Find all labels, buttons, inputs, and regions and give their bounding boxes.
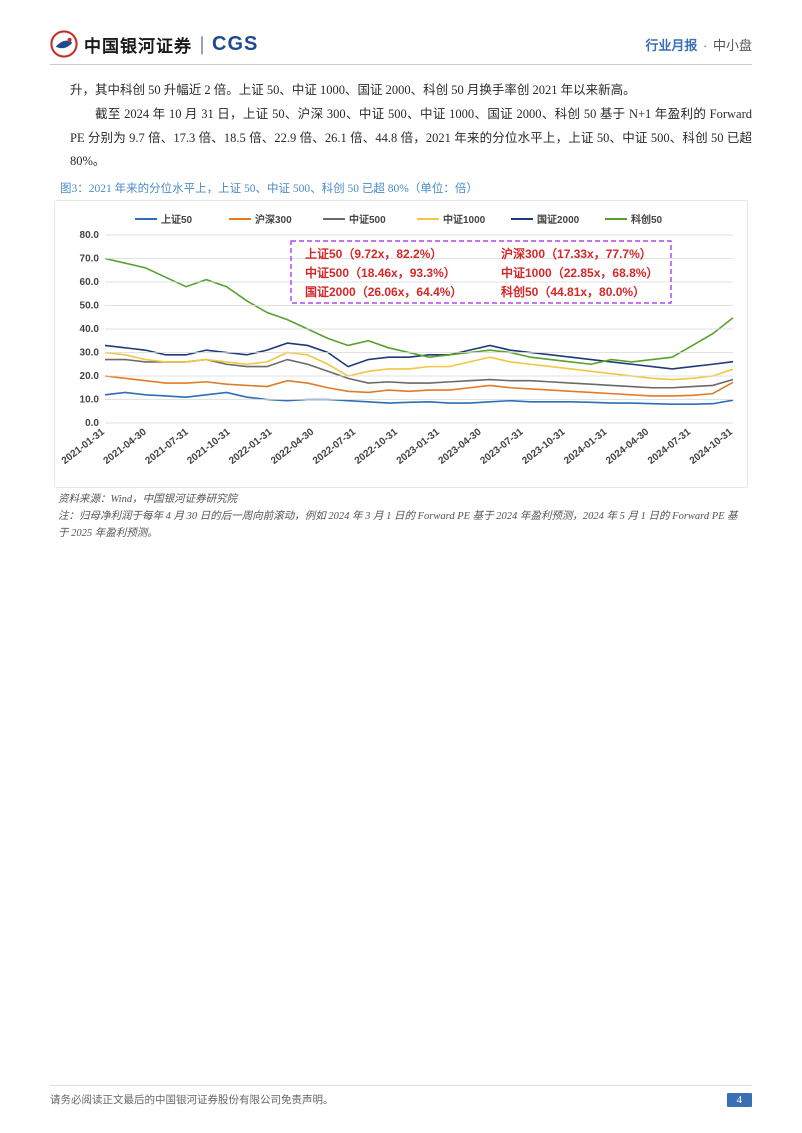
logo-group: 中国银河证券 | CGS <box>50 30 258 58</box>
chart-source-note: 资料来源：Wind，中国银河证券研究院 注：归母净利润于每年 4 月 30 日的… <box>58 492 744 542</box>
svg-text:2023-07-31: 2023-07-31 <box>478 426 525 466</box>
svg-text:2023-10-31: 2023-10-31 <box>520 426 567 466</box>
page-footer: 请务必阅读正文最后的中国银河证券股份有限公司免责声明。 4 <box>50 1085 752 1107</box>
svg-text:国证2000: 国证2000 <box>537 214 580 226</box>
paragraph-1: 升，其中科创 50 升幅近 2 倍。上证 50、中证 1000、国证 2000、… <box>70 79 752 103</box>
chart-container: 上证50 沪深300 中证500 中证1000 国证2000 科创50 0.0 10.0 20… <box>54 200 748 488</box>
svg-text:2024-01-31: 2024-01-31 <box>562 426 609 466</box>
svg-text:2021-04-30: 2021-04-30 <box>102 426 149 466</box>
paragraph-2: 截至 2024 年 10 月 31 日，上证 50、沪深 300、中证 500、… <box>70 103 752 174</box>
report-category: 中小盘 <box>713 38 752 53</box>
chart-caption: 图3：2021 年来的分位水平上，上证 50、中证 500、科创 50 已超 8… <box>60 180 752 196</box>
svg-text:0.0: 0.0 <box>85 418 99 429</box>
chart-legend: 上证50 沪深300 中证500 中证1000 国证2000 科创50 <box>135 213 663 226</box>
forward-pe-chart: 上证50 沪深300 中证500 中证1000 国证2000 科创50 0.0 10.0 20… <box>61 205 741 485</box>
logo-text-cn: 中国银河证券 <box>84 32 192 57</box>
svg-text:2021-01-31: 2021-01-31 <box>61 426 107 466</box>
svg-text:科创50（44.81x，80.0%）: 科创50（44.81x，80.0%） <box>501 284 645 299</box>
body-text: 升，其中科创 50 升幅近 2 倍。上证 50、中证 1000、国证 2000、… <box>70 79 752 174</box>
svg-text:2022-10-31: 2022-10-31 <box>353 426 400 466</box>
logo-divider: | <box>200 33 204 56</box>
svg-text:2023-04-30: 2023-04-30 <box>437 426 484 466</box>
svg-text:沪深300: 沪深300 <box>255 213 292 226</box>
svg-text:10.0: 10.0 <box>80 395 100 406</box>
footer-disclaimer: 请务必阅读正文最后的中国银河证券股份有限公司免责声明。 <box>50 1092 334 1107</box>
svg-text:2023-01-31: 2023-01-31 <box>395 426 442 466</box>
svg-text:2024-07-31: 2024-07-31 <box>646 426 693 466</box>
svg-text:上证50（9.72x，82.2%）: 上证50（9.72x，82.2%） <box>305 246 442 261</box>
svg-text:国证2000（26.06x，64.4%）: 国证2000（26.06x，64.4%） <box>305 284 462 299</box>
svg-text:上证50: 上证50 <box>161 213 193 226</box>
svg-text:40.0: 40.0 <box>80 324 100 335</box>
report-type: 行业月报 <box>645 38 697 53</box>
svg-text:70.0: 70.0 <box>80 254 100 265</box>
svg-text:50.0: 50.0 <box>80 301 100 312</box>
svg-text:2024-10-31: 2024-10-31 <box>688 426 735 466</box>
svg-text:2021-07-31: 2021-07-31 <box>143 426 190 466</box>
logo-text-en: CGS <box>212 33 258 56</box>
page-header: 中国银河证券 | CGS 行业月报 · 中小盘 <box>50 30 752 65</box>
svg-text:2022-07-31: 2022-07-31 <box>311 426 358 466</box>
header-right: 行业月报 · 中小盘 <box>645 35 752 54</box>
svg-text:中证1000: 中证1000 <box>443 213 486 226</box>
svg-text:80.0: 80.0 <box>80 230 100 241</box>
svg-text:30.0: 30.0 <box>80 348 100 359</box>
page-number: 4 <box>727 1093 753 1107</box>
svg-text:2022-01-31: 2022-01-31 <box>227 426 274 466</box>
svg-text:中证1000（22.85x，68.8%）: 中证1000（22.85x，68.8%） <box>501 265 658 280</box>
chart-footnote: 注：归母净利润于每年 4 月 30 日的后一周向前滚动，例如 2024 年 3 … <box>58 511 738 539</box>
svg-text:2021-10-31: 2021-10-31 <box>185 426 232 466</box>
chart-source: 资料来源：Wind，中国银河证券研究院 <box>58 494 237 505</box>
svg-text:2024-04-30: 2024-04-30 <box>604 426 651 466</box>
svg-text:科创50: 科创50 <box>631 213 663 226</box>
svg-text:中证500（18.46x，93.3%）: 中证500（18.46x，93.3%） <box>305 265 456 280</box>
svg-text:2022-04-30: 2022-04-30 <box>269 426 316 466</box>
svg-text:60.0: 60.0 <box>80 277 100 288</box>
svg-text:沪深300（17.33x，77.7%）: 沪深300（17.33x，77.7%） <box>501 246 652 261</box>
svg-text:中证500: 中证500 <box>349 213 386 226</box>
svg-text:20.0: 20.0 <box>80 371 100 382</box>
brand-logo-icon <box>50 30 78 58</box>
